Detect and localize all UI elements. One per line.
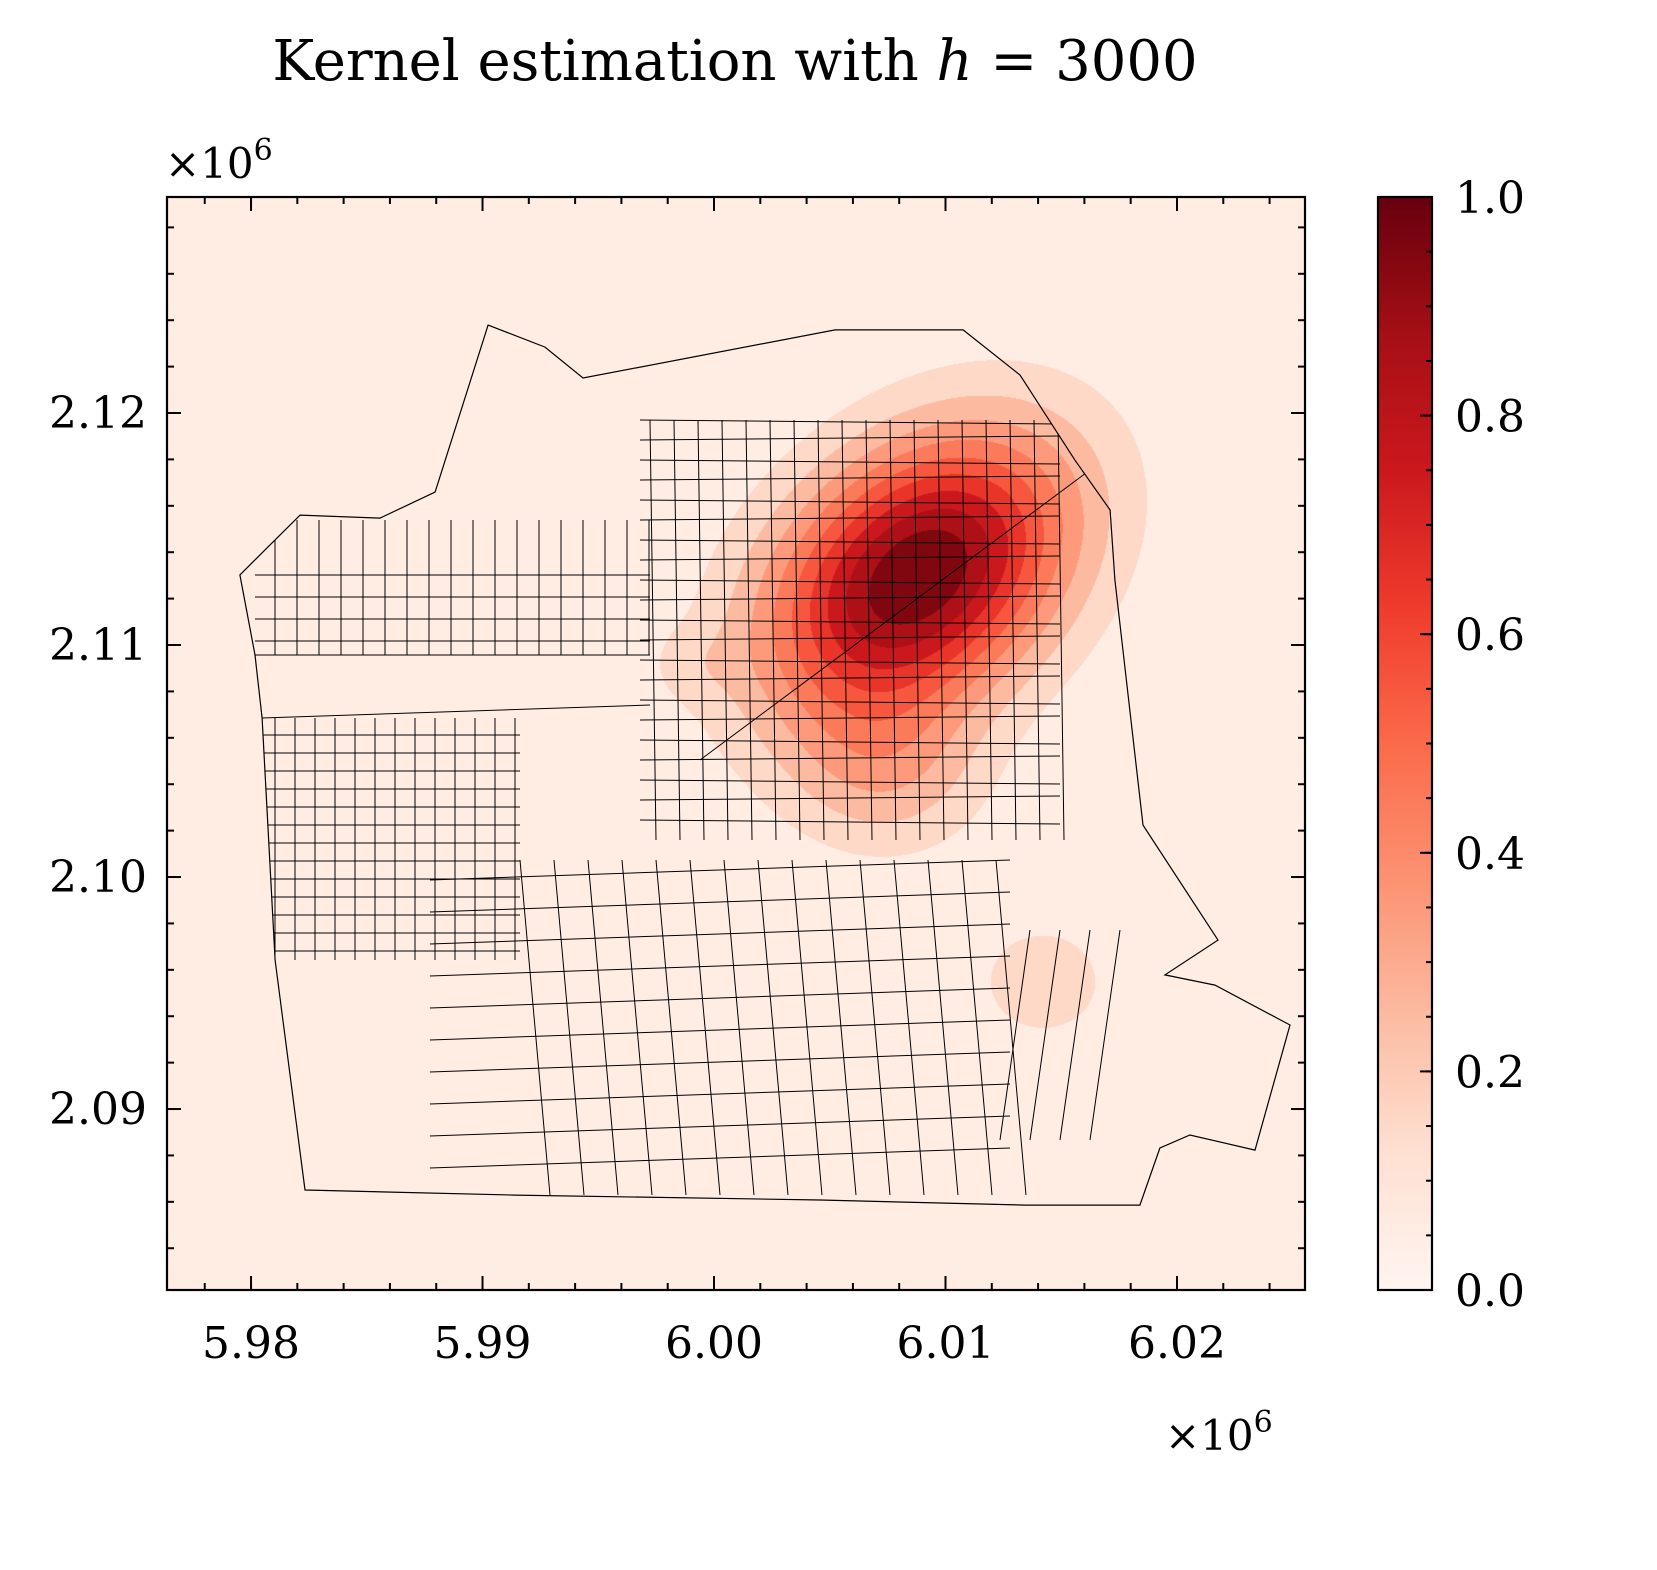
plot-frame (165, 195, 1307, 1292)
street-line (639, 739, 1061, 745)
street-line (1059, 929, 1091, 1141)
axis-ticks: 5.98 5.99 6.00 6.01 6.02 2.09 2.10 2.11 2.12 (49, 197, 1305, 1369)
street-line (639, 555, 1061, 561)
street-line (745, 419, 753, 841)
street-line (587, 859, 619, 1196)
street-line (689, 859, 721, 1196)
street-line (429, 987, 1011, 1009)
colorbar-tick-label: 0.8 (1455, 392, 1525, 443)
street-line (639, 499, 1061, 505)
street-line (699, 469, 1091, 761)
street-line (639, 779, 1061, 785)
street-line (793, 419, 801, 841)
x-tick-label: 5.98 (202, 1318, 300, 1369)
street-line (723, 859, 755, 1196)
street-line (937, 419, 945, 841)
street-line (639, 419, 1061, 425)
street-line (769, 419, 777, 841)
y-tick-label: 2.09 (49, 1084, 147, 1135)
street-line (1029, 929, 1061, 1141)
street-line (639, 659, 1061, 665)
colorbar-tick-label: 0.4 (1455, 829, 1525, 880)
street-line (639, 435, 1061, 441)
street-line (961, 859, 993, 1196)
street-line (893, 859, 925, 1196)
street-line (841, 419, 849, 841)
street-line (1009, 419, 1017, 841)
street-line (639, 715, 1061, 721)
density-heatmap (167, 197, 1305, 1290)
street-line (429, 1019, 1011, 1041)
y-tick-label: 2.12 (49, 388, 147, 439)
street-line (429, 955, 1011, 977)
y-offset-label: ×106 (165, 133, 273, 188)
x-tick-label: 6.01 (897, 1318, 995, 1369)
city-boundary (239, 324, 1291, 1206)
y-tick-label: 2.11 (49, 620, 147, 671)
street-line (817, 419, 825, 841)
street-line (429, 1115, 1011, 1137)
x-tick-label: 5.99 (434, 1318, 532, 1369)
street-line (639, 579, 1061, 585)
colorbar-ticks: 0.0 0.2 0.4 0.6 0.8 1.0 (1420, 173, 1525, 1317)
street-line (639, 539, 1061, 545)
street-line (913, 419, 921, 841)
colorbar (1376, 195, 1434, 1292)
street-line (639, 515, 1061, 521)
street-line (429, 1083, 1011, 1105)
street-line (985, 419, 993, 841)
street-line (261, 704, 651, 719)
street-line (639, 795, 1061, 801)
street-line (1089, 929, 1121, 1141)
street-line (639, 635, 1061, 641)
street-line (639, 819, 1061, 825)
street-line (621, 859, 653, 1196)
x-tick-label: 6.02 (1128, 1318, 1226, 1369)
street-line (999, 929, 1031, 1141)
street-line (995, 859, 1027, 1196)
colorbar-tick-label: 0.0 (1455, 1266, 1525, 1317)
tract-boundaries (255, 419, 1121, 1196)
street-line (697, 419, 705, 841)
street-line (1033, 419, 1041, 841)
street-line (639, 459, 1061, 465)
street-line (429, 859, 1011, 881)
street-line (639, 595, 1061, 601)
street-line (673, 419, 681, 841)
x-tick-label: 6.00 (665, 1318, 763, 1369)
street-line (927, 859, 959, 1196)
street-line (553, 859, 585, 1196)
street-line (1057, 419, 1065, 841)
street-line (519, 859, 551, 1196)
street-line (429, 1051, 1011, 1073)
street-line (429, 1147, 1011, 1169)
street-line (961, 419, 969, 841)
street-line (639, 699, 1061, 705)
chart-title: Kernel estimation with h = 3000 (272, 29, 1197, 94)
colorbar-tick-label: 0.2 (1455, 1047, 1525, 1098)
street-line (655, 859, 687, 1196)
street-line (721, 419, 729, 841)
street-line (639, 755, 1061, 761)
x-offset-label: ×106 (1165, 1405, 1273, 1460)
colorbar-tick-label: 1.0 (1455, 173, 1525, 224)
street-line (757, 859, 789, 1196)
street-line (859, 859, 891, 1196)
street-line (865, 419, 873, 841)
street-line (429, 891, 1011, 913)
street-line (825, 859, 857, 1196)
street-line (649, 419, 657, 841)
street-line (639, 619, 1061, 625)
colorbar-tick-label: 0.6 (1455, 610, 1525, 661)
street-line (429, 923, 1011, 945)
street-line (639, 675, 1061, 681)
y-tick-label: 2.10 (49, 852, 147, 903)
street-line (889, 419, 897, 841)
street-line (639, 475, 1061, 481)
